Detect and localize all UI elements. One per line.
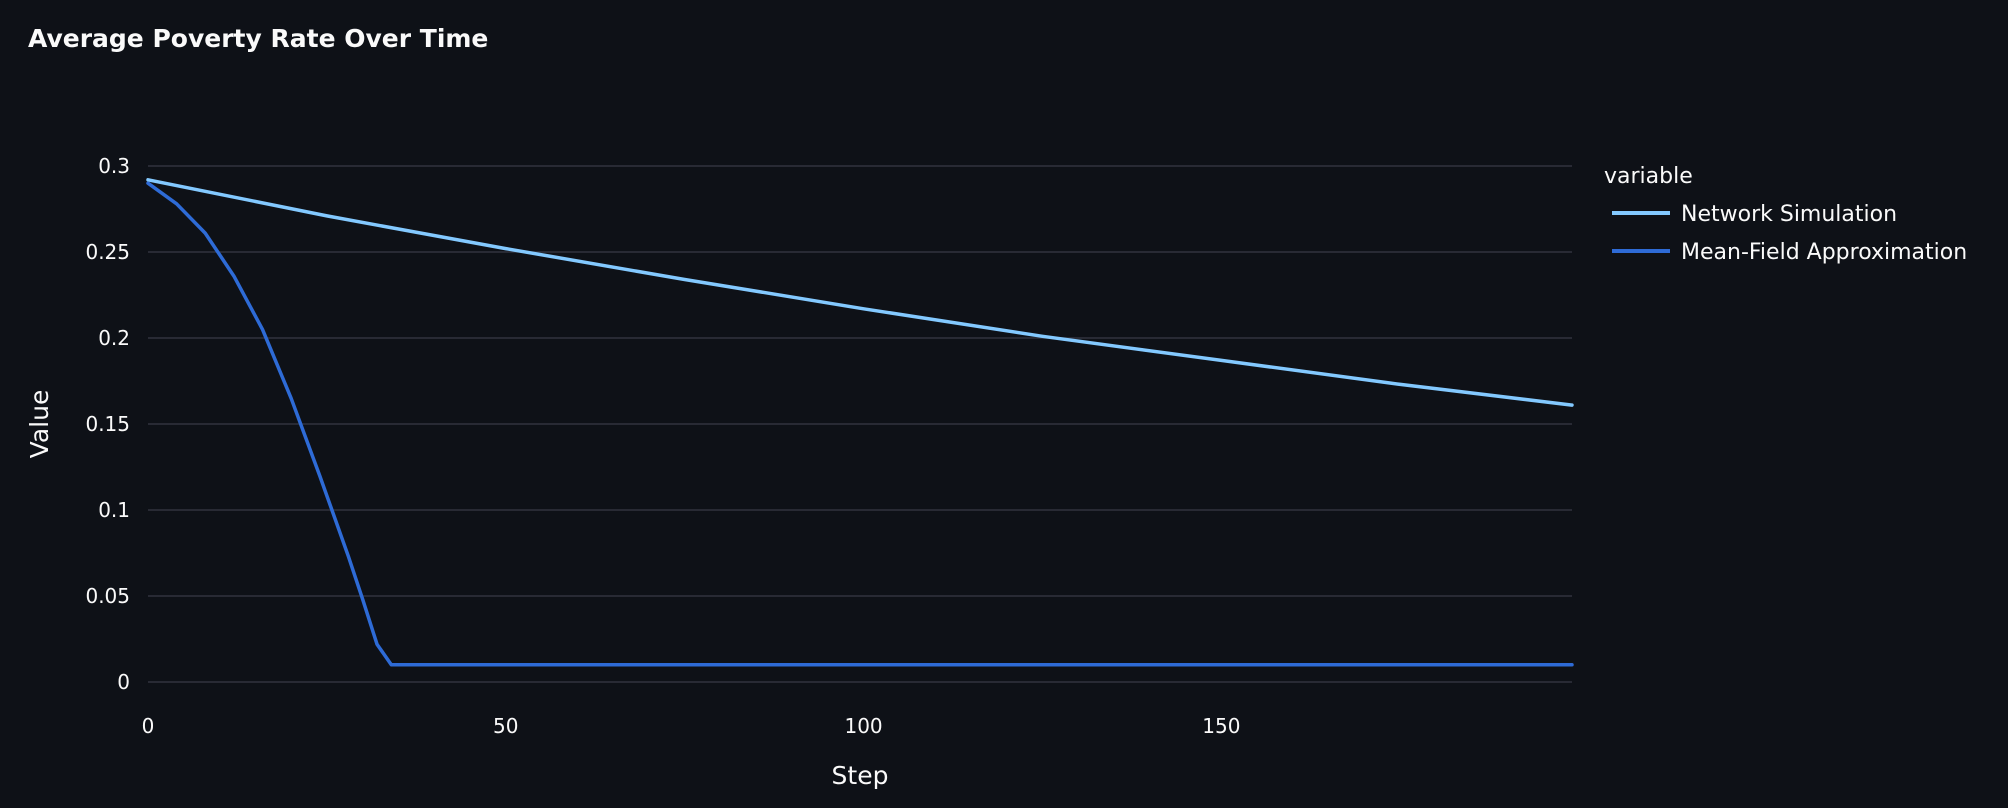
- series-line: [146, 181, 1574, 667]
- legend-label: Network Simulation: [1681, 202, 1897, 227]
- legend-label: Mean-Field Approximation: [1681, 240, 1967, 265]
- grid-lines: [148, 165, 1572, 683]
- x-tick-label: 150: [1202, 714, 1240, 738]
- chart-title: Average Poverty Rate Over Time: [28, 24, 489, 53]
- x-axis-title: Step: [832, 761, 889, 790]
- y-tick-label: 0.2: [98, 326, 130, 350]
- series-line: [146, 178, 1574, 407]
- x-tick-label: 100: [844, 714, 882, 738]
- x-tick-label: 0: [142, 714, 155, 738]
- y-tick-label: 0.3: [98, 154, 130, 178]
- legend-title: variable: [1604, 164, 1693, 189]
- y-tick-label: 0.25: [85, 240, 130, 264]
- legend: variable Network Simulation Mean-Field Ap…: [1604, 164, 1967, 265]
- series-lines: [146, 178, 1574, 667]
- y-tick-labels: 0 0.05 0.1 0.15 0.2 0.25 0.3: [85, 154, 130, 694]
- y-tick-label: 0.15: [85, 412, 130, 436]
- y-axis-title: Value: [25, 390, 54, 459]
- y-tick-label: 0: [117, 670, 130, 694]
- y-tick-label: 0.1: [98, 498, 130, 522]
- x-tick-label: 50: [493, 714, 518, 738]
- y-tick-label: 0.05: [85, 584, 130, 608]
- x-tick-labels: 0 50 100 150: [142, 714, 1241, 738]
